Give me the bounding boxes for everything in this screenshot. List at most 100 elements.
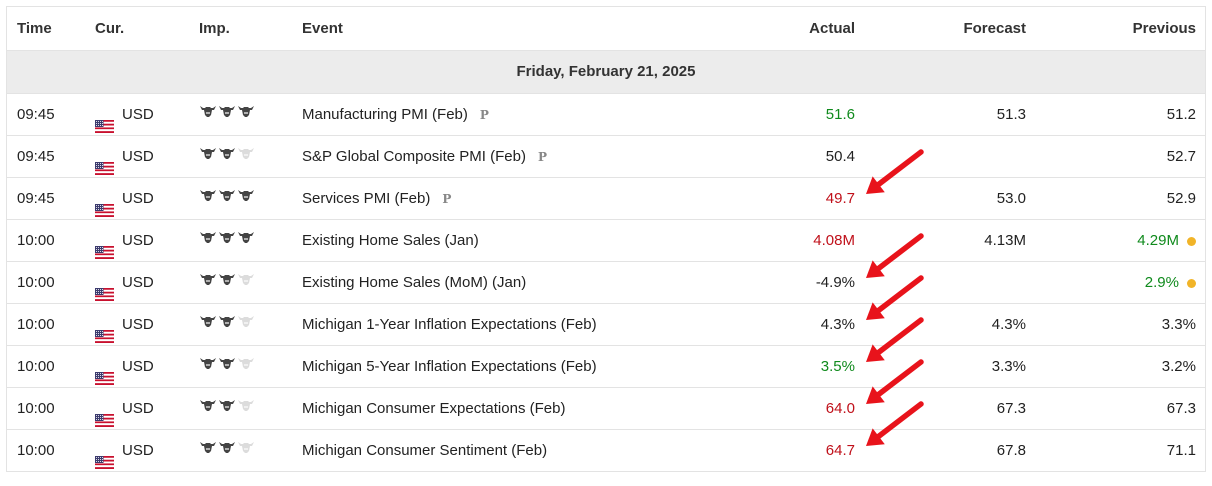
header-currency[interactable]: Cur. <box>95 20 125 37</box>
us-flag-icon <box>95 192 114 217</box>
bull-icon <box>237 189 256 206</box>
event-currency: USD <box>95 178 154 220</box>
event-link[interactable]: Michigan 1-Year Inflation Expectations (… <box>302 316 597 333</box>
previous-value: 3.3% <box>1161 316 1196 333</box>
actual-value: 4.3% <box>820 316 855 333</box>
event-link[interactable]: Manufacturing PMI (Feb) <box>302 106 468 123</box>
table-row[interactable]: 09:45 USD Manufacturing PMI (Feb) P 51.6 51.3… <box>7 94 1205 136</box>
header-importance[interactable]: Imp. <box>199 20 230 37</box>
event-time: 09:45 <box>17 190 55 207</box>
us-flag-icon <box>95 318 114 343</box>
date-label: Friday, February 21, 2025 <box>516 63 696 80</box>
bull-icon <box>218 189 237 206</box>
currency-code: USD <box>122 442 154 459</box>
header-event[interactable]: Event <box>302 20 343 37</box>
table-row[interactable]: 10:00 USD Existing Home Sales (MoM) (Jan) -… <box>7 262 1205 304</box>
bull-icon <box>218 441 237 458</box>
event-currency: USD <box>95 430 154 472</box>
actual-value: 51.6 <box>825 106 855 123</box>
event-link[interactable]: Michigan Consumer Sentiment (Feb) <box>302 442 548 459</box>
currency-code: USD <box>122 106 154 123</box>
table-row[interactable]: 10:00 USD Michigan Consumer Expectations (… <box>7 388 1205 430</box>
revised-indicator-icon[interactable] <box>1187 279 1196 288</box>
bull-icon <box>199 189 218 206</box>
actual-value: 64.7 <box>825 442 855 459</box>
date-row: Friday, February 21, 2025 <box>7 51 1205 94</box>
currency-code: USD <box>122 190 154 207</box>
actual-value: 4.08M <box>813 232 855 249</box>
preliminary-icon: P <box>442 192 452 207</box>
header-time[interactable]: Time <box>17 20 52 37</box>
table-row[interactable]: 10:00 USD Michigan 5-Year Inflation Expect… <box>7 346 1205 388</box>
table-row[interactable]: 10:00 USD Michigan 1-Year Inflation Expect… <box>7 304 1205 346</box>
previous-value: 67.3 <box>1166 400 1196 417</box>
importance-indicator <box>199 94 256 136</box>
event-time: 09:45 <box>17 148 55 165</box>
bull-icon <box>218 357 237 374</box>
event-time: 10:00 <box>17 232 55 249</box>
bull-icon <box>218 273 237 290</box>
actual-value: -4.9% <box>815 274 855 291</box>
previous-value: 52.7 <box>1166 148 1196 165</box>
us-flag-icon <box>95 234 114 259</box>
forecast-value: 3.3% <box>991 358 1026 375</box>
bull-icon <box>199 231 218 248</box>
importance-indicator <box>199 430 256 472</box>
event-link[interactable]: Services PMI (Feb) <box>302 190 431 207</box>
bull-icon <box>218 105 237 122</box>
event-currency: USD <box>95 136 154 178</box>
event-link[interactable]: Michigan Consumer Expectations (Feb) <box>302 400 566 417</box>
event-currency: USD <box>95 262 154 304</box>
header-actual[interactable]: Actual <box>809 20 855 37</box>
event-cell: Services PMI (Feb) P <box>302 178 451 220</box>
event-cell: Michigan Consumer Expectations (Feb) <box>302 388 565 430</box>
forecast-value: 4.13M <box>984 232 1026 249</box>
event-currency: USD <box>95 346 154 388</box>
event-cell: Existing Home Sales (MoM) (Jan) <box>302 262 526 304</box>
importance-indicator <box>199 388 256 430</box>
event-time: 10:00 <box>17 400 55 417</box>
previous-value: 52.9 <box>1166 190 1196 207</box>
event-time: 10:00 <box>17 358 55 375</box>
bull-icon <box>237 273 256 290</box>
table-row[interactable]: 10:00 USD Michigan Consumer Sentiment (Feb… <box>7 430 1205 472</box>
importance-indicator <box>199 262 256 304</box>
bull-icon <box>199 315 218 332</box>
event-link[interactable]: Existing Home Sales (Jan) <box>302 232 479 249</box>
event-link[interactable]: S&P Global Composite PMI (Feb) <box>302 148 526 165</box>
header-forecast[interactable]: Forecast <box>963 20 1026 37</box>
event-link[interactable]: Michigan 5-Year Inflation Expectations (… <box>302 358 597 375</box>
revised-indicator-icon[interactable] <box>1187 237 1196 246</box>
event-time: 10:00 <box>17 274 55 291</box>
bull-icon <box>199 105 218 122</box>
forecast-value: 53.0 <box>996 190 1026 207</box>
table-header: Time Cur. Imp. Event Actual Forecast Pre… <box>7 7 1205 51</box>
actual-value: 3.5% <box>820 358 855 375</box>
bull-icon <box>218 399 237 416</box>
currency-code: USD <box>122 148 154 165</box>
table-row[interactable]: 09:45 USD Services PMI (Feb) P 49.7 53.0 52.9 <box>7 178 1205 220</box>
bull-icon <box>199 147 218 164</box>
currency-code: USD <box>122 358 154 375</box>
event-cell: Manufacturing PMI (Feb) P <box>302 94 489 136</box>
importance-indicator <box>199 220 256 262</box>
bull-icon <box>199 357 218 374</box>
bull-icon <box>199 399 218 416</box>
us-flag-icon <box>95 402 114 427</box>
table-row[interactable]: 10:00 USD Existing Home Sales (Jan) 4.08M 4.… <box>7 220 1205 262</box>
event-cell: Michigan 5-Year Inflation Expectations (… <box>302 346 597 388</box>
header-previous[interactable]: Previous <box>1132 20 1196 37</box>
table-row[interactable]: 09:45 USD S&P Global Composite PMI (Feb) P 5… <box>7 136 1205 178</box>
bull-icon <box>237 315 256 332</box>
preliminary-icon: P <box>479 108 489 123</box>
previous-value: 71.1 <box>1166 442 1196 459</box>
bull-icon <box>199 441 218 458</box>
currency-code: USD <box>122 232 154 249</box>
forecast-value: 4.3% <box>991 316 1026 333</box>
bull-icon <box>237 441 256 458</box>
importance-indicator <box>199 304 256 346</box>
bull-icon <box>237 357 256 374</box>
us-flag-icon <box>95 150 114 175</box>
event-link[interactable]: Existing Home Sales (MoM) (Jan) <box>302 274 527 291</box>
bull-icon <box>199 273 218 290</box>
